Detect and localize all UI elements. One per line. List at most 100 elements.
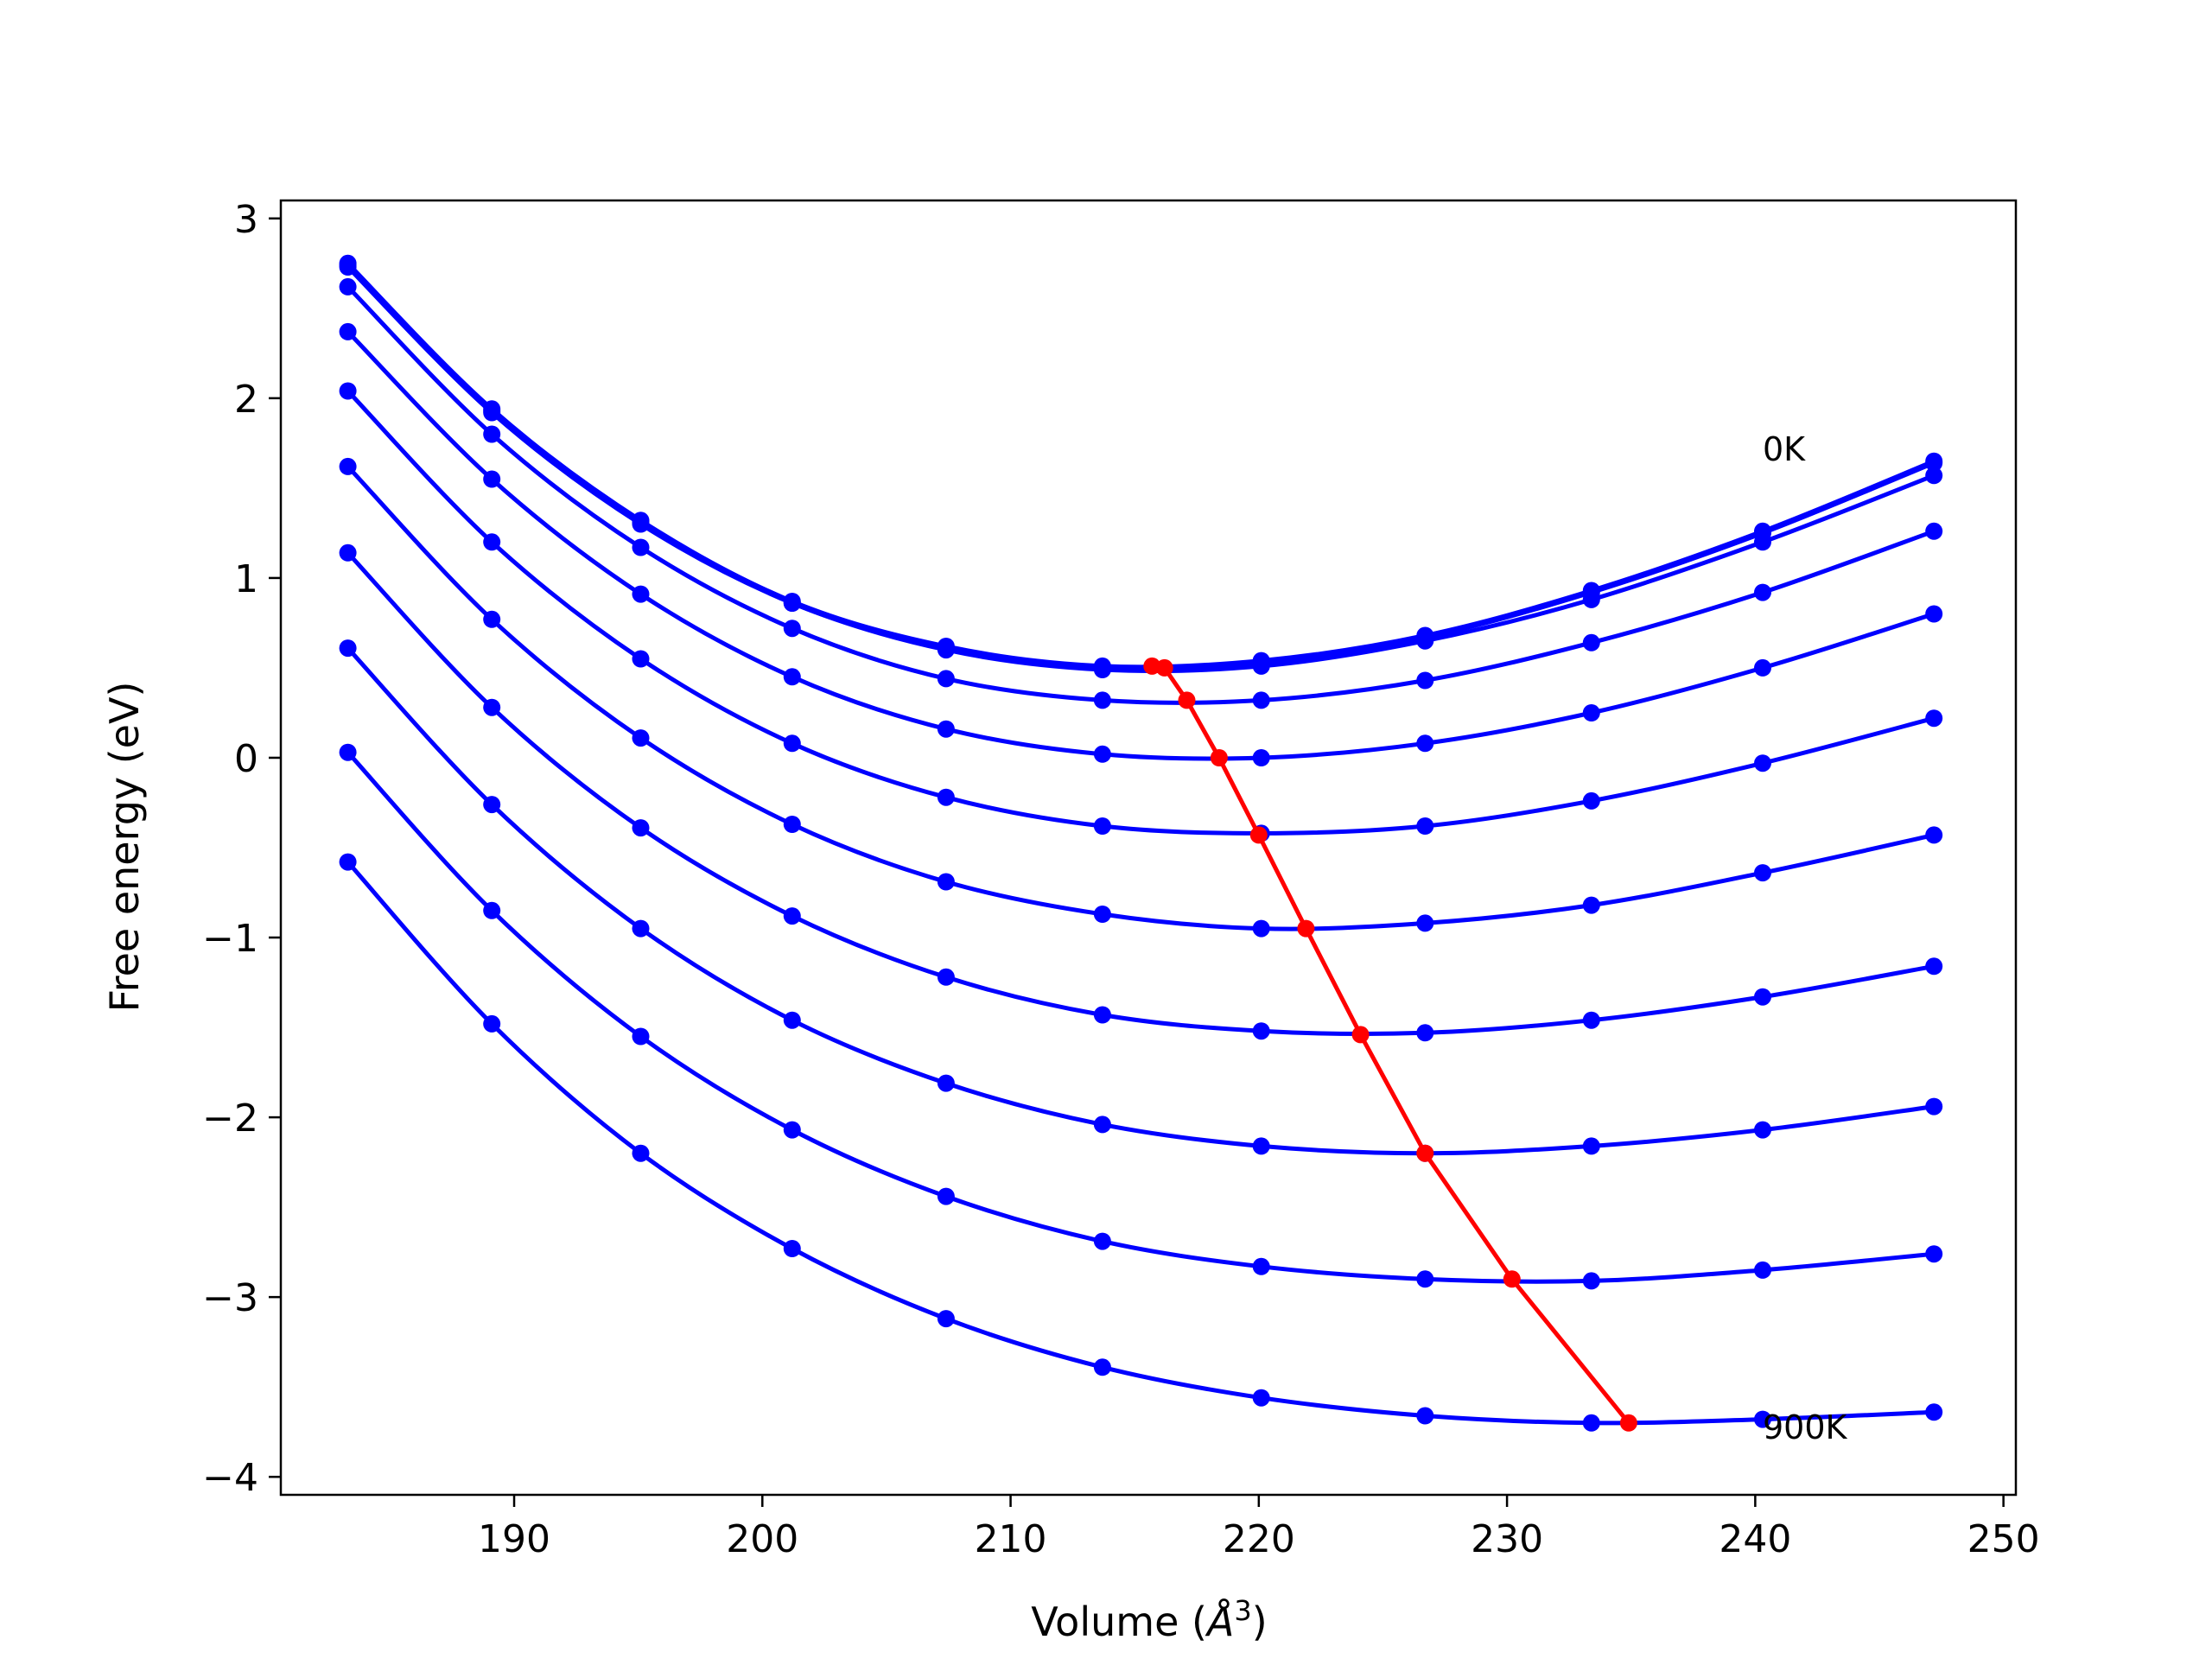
- annotations: 0K 900K: [1763, 430, 1848, 1446]
- series-2-point-1: [483, 404, 501, 422]
- x-axis-ticks: 190 200 210 220 230 240 250: [478, 1495, 2040, 1561]
- series-7-point-1: [483, 698, 501, 716]
- series-4-point-7: [1416, 734, 1434, 753]
- series-8-point-3: [783, 1011, 801, 1029]
- series-8-point-2: [632, 919, 650, 938]
- series-7: [339, 543, 1943, 1042]
- series-2-point-2: [632, 515, 650, 533]
- series-6-point-6: [1252, 919, 1270, 938]
- y-tick-label-6: 2: [234, 378, 258, 422]
- series-6-point-3: [783, 816, 801, 833]
- series-3-point-3: [783, 620, 801, 638]
- x-tick-label-220: 220: [1223, 1517, 1295, 1561]
- series-9-point-8: [1582, 1272, 1600, 1290]
- series-4: [339, 322, 1943, 766]
- series-6-point-4: [937, 873, 955, 891]
- series-6-point-5: [1093, 906, 1111, 923]
- y-axis-ticks: −4 −3 −2 −1 0 1 2 3: [202, 198, 281, 1500]
- series-5-point-1: [483, 533, 501, 551]
- series-3-point-2: [632, 538, 650, 556]
- series-7-point-6: [1252, 1022, 1270, 1040]
- x-tick-label-250: 250: [1967, 1517, 2040, 1561]
- y-tick-label-3: −1: [202, 917, 258, 961]
- series-7-point-10: [1925, 957, 1943, 976]
- minima-point-4: [1249, 826, 1268, 844]
- series-6: [339, 457, 1943, 938]
- series-2: [339, 258, 1943, 678]
- series-3-point-0: [339, 277, 357, 296]
- series-3-point-7: [1416, 671, 1434, 690]
- y-tick-label-1: −3: [202, 1276, 258, 1320]
- x-tick-label-210: 210: [975, 1517, 1047, 1561]
- series-6-point-9: [1754, 864, 1771, 882]
- series-7-point-8: [1582, 1011, 1600, 1029]
- series-9-point-9: [1754, 1261, 1771, 1279]
- series-5-point-3: [783, 734, 801, 753]
- series-9: [339, 743, 1943, 1290]
- minima-point-2: [1178, 691, 1196, 709]
- series-10-point-3: [783, 1240, 801, 1257]
- series-5-point-2: [632, 650, 650, 668]
- minima-line: [1151, 664, 1630, 1425]
- series-3: [339, 277, 1943, 709]
- series-6-point-7: [1416, 914, 1434, 932]
- series-3-point-8: [1582, 633, 1600, 652]
- x-axis-title-unit: Å: [1205, 1599, 1234, 1645]
- series-3-point-10: [1925, 522, 1943, 540]
- series-4-point-4: [937, 720, 955, 738]
- y-axis-title: Free energy (eV): [101, 682, 148, 1013]
- series-10-point-4: [937, 1310, 955, 1328]
- series-7-point-2: [632, 819, 650, 837]
- series-4-point-5: [1093, 745, 1111, 763]
- series-2-point-5: [1093, 661, 1111, 678]
- series-2-point-3: [783, 594, 801, 612]
- series-10-point-1: [483, 1014, 501, 1033]
- x-tick-label-200: 200: [726, 1517, 798, 1561]
- x-axis-title-exponent: 3: [1234, 1594, 1251, 1627]
- series-5-point-0: [339, 382, 357, 400]
- series-8-point-8: [1582, 1137, 1600, 1155]
- series-9-point-4: [937, 1187, 955, 1205]
- minima-layer: [1143, 657, 1637, 1432]
- series-5-point-5: [1093, 817, 1111, 835]
- series-7-point-4: [937, 968, 955, 986]
- series-4-point-6: [1252, 749, 1270, 766]
- minima-point-8: [1503, 1270, 1521, 1288]
- series-9-point-0: [339, 743, 357, 761]
- series-10-point-5: [1093, 1358, 1111, 1376]
- series-5-point-9: [1754, 754, 1771, 772]
- series-6-point-10: [1925, 826, 1943, 844]
- series-9-point-6: [1252, 1257, 1270, 1275]
- series-layer: [339, 254, 1943, 1432]
- y-tick-label-4: 0: [234, 737, 258, 781]
- series-2-point-7: [1416, 632, 1434, 650]
- series-4-point-2: [632, 585, 650, 603]
- series-8-point-4: [937, 1074, 955, 1092]
- series-7-point-9: [1754, 988, 1771, 1006]
- series-8-point-10: [1925, 1097, 1943, 1116]
- series-4-point-9: [1754, 658, 1771, 677]
- series-7-point-5: [1093, 1006, 1111, 1024]
- series-5-point-4: [937, 788, 955, 806]
- minima-point-3: [1210, 749, 1228, 766]
- series-6-point-8: [1582, 896, 1600, 914]
- series-10-point-8: [1582, 1414, 1600, 1432]
- series-8-point-6: [1252, 1137, 1270, 1155]
- series-3-point-4: [937, 670, 955, 688]
- series-9-point-7: [1416, 1270, 1434, 1288]
- series-2-point-6: [1252, 657, 1270, 675]
- series-2-point-8: [1582, 590, 1600, 608]
- series-10-point-10: [1925, 1403, 1943, 1421]
- minima-point-6: [1351, 1026, 1370, 1044]
- series-3-point-1: [483, 425, 501, 443]
- series-4-point-3: [783, 668, 801, 686]
- x-axis-title: Volume (Å3): [1031, 1594, 1267, 1645]
- series-8-point-5: [1093, 1116, 1111, 1134]
- series-8-point-1: [483, 796, 501, 814]
- series-7-point-7: [1416, 1024, 1434, 1042]
- series-9-point-5: [1093, 1232, 1111, 1250]
- series-4-point-0: [339, 322, 357, 340]
- x-tick-label-190: 190: [478, 1517, 550, 1561]
- minima-point-9: [1619, 1414, 1637, 1432]
